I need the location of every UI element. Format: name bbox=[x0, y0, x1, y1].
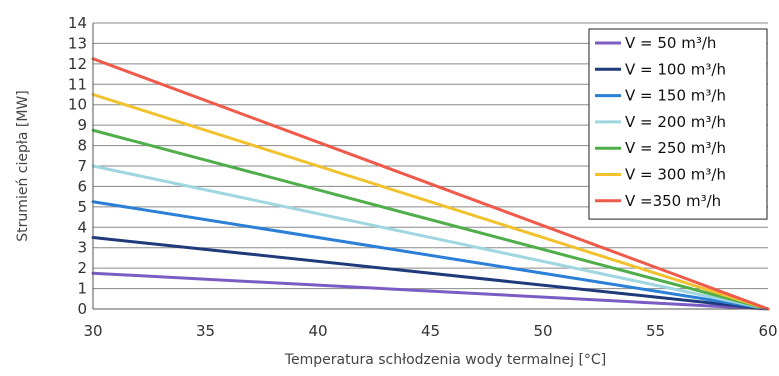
y-axis-label: Strumień ciepła [MW] bbox=[15, 90, 31, 241]
y-tick-label: 11 bbox=[68, 75, 87, 93]
x-tick-label: 55 bbox=[646, 322, 665, 340]
x-tick-label: 60 bbox=[758, 322, 777, 340]
y-tick-label: 1 bbox=[77, 280, 87, 298]
legend-label: V = 100 m³/h bbox=[625, 60, 726, 78]
x-tick-label: 30 bbox=[83, 322, 102, 340]
axes bbox=[92, 23, 768, 310]
series-line-1 bbox=[91, 236, 770, 311]
series-line-3 bbox=[91, 164, 770, 311]
x-axis-label: Temperatura schłodzenia wody termalnej [… bbox=[284, 352, 606, 368]
y-tick-label: 2 bbox=[77, 259, 87, 277]
series-line-5 bbox=[91, 93, 770, 311]
y-tick-label: 10 bbox=[68, 96, 87, 114]
x-tick-label: 40 bbox=[308, 322, 327, 340]
y-tick-label: 9 bbox=[77, 116, 87, 134]
y-tick-label: 5 bbox=[77, 198, 87, 216]
legend-label: V = 250 m³/h bbox=[625, 139, 726, 157]
series-line-6 bbox=[91, 57, 770, 311]
legend-label: V = 150 m³/h bbox=[625, 87, 726, 105]
y-tick-label: 8 bbox=[77, 137, 87, 155]
y-tick-label: 13 bbox=[68, 34, 87, 52]
legend-label: V =350 m³/h bbox=[625, 192, 721, 210]
y-tick-label: 4 bbox=[77, 218, 87, 236]
series-lines bbox=[91, 57, 770, 311]
legend-box bbox=[588, 28, 768, 220]
series-line-4 bbox=[91, 128, 770, 311]
y-tick-label: 3 bbox=[77, 239, 87, 257]
y-tick-label: 6 bbox=[77, 177, 87, 195]
y-tick-label: 0 bbox=[77, 300, 87, 318]
legend-label: V = 50 m³/h bbox=[625, 34, 716, 52]
legend: V = 50 m³/h V = 100 m³/h V = 150 m³/h V = 2… bbox=[588, 28, 768, 220]
x-tick-label: 50 bbox=[533, 322, 552, 340]
legend-label: V = 300 m³/h bbox=[625, 166, 726, 184]
legend-label: V = 200 m³/h bbox=[625, 113, 726, 131]
x-tick-label: 45 bbox=[421, 322, 440, 340]
x-tick-label: 35 bbox=[196, 322, 215, 340]
series-line-2 bbox=[91, 200, 770, 311]
y-tick-label: 14 bbox=[68, 14, 87, 32]
series-line-0 bbox=[91, 271, 770, 311]
y-tick-label: 7 bbox=[77, 157, 87, 175]
y-tick-label: 12 bbox=[68, 55, 87, 73]
